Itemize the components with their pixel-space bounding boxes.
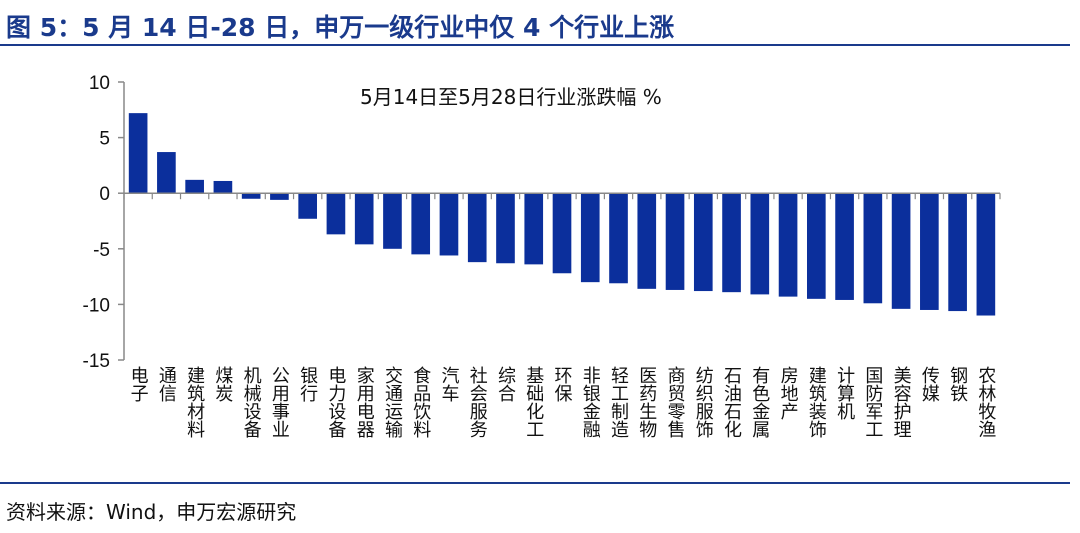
category-labels: 电子 通信 建筑材料 煤炭 机械设备 公用事业 银行 电力设备 家用电器 交通运输 食品饮料 汽车 社会… (128, 366, 997, 439)
bar-公用事业 (270, 193, 289, 200)
category-label: 银行 (297, 366, 318, 402)
category-label: 建筑材料 (184, 366, 205, 438)
category-label: 轻工制造 (608, 366, 629, 438)
chart-title: 5月14日至5月28日行业涨跌幅 % (360, 85, 662, 109)
category-label: 汽车 (438, 366, 459, 402)
bar-建筑装饰 (806, 193, 826, 299)
source-note: 资料来源：Wind，申万宏源研究 (6, 500, 297, 524)
category-label: 环保 (552, 366, 573, 402)
category-label: 社会服务 (467, 366, 488, 438)
category-label: 商贸零售 (665, 366, 686, 438)
bar-基础化工 (524, 193, 544, 265)
category-label: 纺织服饰 (693, 366, 714, 438)
bar-环保 (552, 193, 572, 274)
x-axis (123, 192, 1001, 200)
bar-商贸零售 (665, 193, 685, 290)
category-label: 国防军工 (862, 366, 883, 438)
category-label: 机械设备 (241, 366, 262, 438)
category-label: 房地产 (778, 366, 799, 420)
category-label: 食品饮料 (410, 366, 431, 438)
bar-电力设备 (326, 193, 346, 235)
bar-农林牧渔 (976, 193, 996, 316)
source-rule (0, 482, 1070, 484)
category-label: 传媒 (919, 366, 940, 402)
category-label: 通信 (156, 366, 177, 402)
category-label: 农林牧渔 (975, 366, 996, 438)
bar-交通运输 (383, 193, 402, 249)
y-tick-label: 5 (99, 129, 110, 150)
bar-煤炭 (213, 180, 233, 194)
y-tick-label: -10 (83, 295, 110, 316)
bar-家用电器 (354, 193, 374, 245)
category-label: 家用电器 (354, 366, 375, 438)
bar-传媒 (920, 193, 939, 310)
bar-综合 (496, 193, 515, 264)
category-label: 煤炭 (212, 366, 233, 402)
figure-title: 图 5：5 月 14 日-28 日，申万一级行业中仅 4 个行业上涨 (6, 13, 675, 42)
category-label: 交通运输 (382, 366, 403, 439)
bar-食品饮料 (411, 193, 431, 255)
title-rule (0, 44, 1070, 46)
category-label: 医药生物 (636, 366, 657, 438)
y-tick-label: -15 (83, 351, 110, 372)
bar-chart: 10 5 0 -5 -10 -15 电子 通信 建筑材料 煤炭 机械设备 公用事业 银行 电力设备 家用电… (83, 73, 1001, 439)
bar-钢铁 (948, 193, 967, 312)
category-label: 电子 (128, 366, 149, 402)
bar-社会服务 (467, 193, 487, 263)
bar-汽车 (439, 193, 459, 256)
bar-轻工制造 (609, 193, 628, 284)
category-label: 基础化工 (523, 366, 544, 438)
category-label: 计算机 (834, 366, 855, 420)
category-label: 石油石化 (721, 366, 742, 438)
bar-通信 (157, 152, 176, 194)
bar-银行 (298, 193, 318, 219)
y-axis: 10 5 0 -5 -10 -15 (83, 73, 125, 372)
category-label: 电力设备 (325, 366, 346, 438)
bar-美容护理 (891, 193, 911, 309)
category-label: 建筑装饰 (806, 366, 827, 438)
category-label: 钢铁 (947, 366, 968, 402)
bar-计算机 (835, 193, 854, 300)
bars (128, 113, 996, 316)
bar-纺织服饰 (693, 193, 713, 292)
bar-有色金属 (750, 193, 770, 295)
category-label: 公用事业 (269, 366, 290, 438)
y-tick-label: -5 (93, 240, 110, 261)
category-label: 综合 (495, 366, 516, 402)
bar-非银金融 (580, 193, 600, 283)
bar-石油石化 (722, 193, 741, 293)
bar-房地产 (778, 193, 798, 297)
y-tick-label: 10 (89, 73, 110, 94)
bar-机械设备 (241, 193, 261, 199)
bar-国防军工 (863, 193, 883, 304)
category-label: 非银金融 (580, 366, 601, 438)
category-label: 美容护理 (891, 366, 912, 438)
bar-建筑材料 (185, 179, 204, 194)
bar-电子 (128, 113, 148, 194)
y-tick-label: 0 (99, 184, 110, 205)
bar-医药生物 (637, 193, 657, 289)
category-label: 有色金属 (749, 366, 770, 438)
